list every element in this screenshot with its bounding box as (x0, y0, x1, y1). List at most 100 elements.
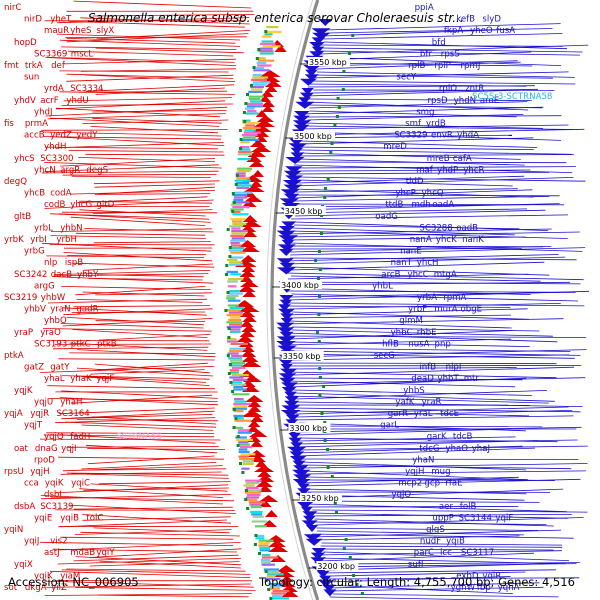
forward-gene-arrow (310, 552, 325, 560)
gene-label-mtr: mtr (464, 374, 480, 384)
reverse-gene-arrow (268, 545, 289, 552)
reverse-leader-line (71, 175, 211, 178)
marker-dot (269, 597, 273, 600)
gene-label-ispB: ispB (65, 258, 83, 268)
feature-block (232, 194, 248, 197)
scale-tick-background (316, 561, 359, 570)
forward-gene-arrow (276, 341, 296, 348)
reverse-leader-line (61, 569, 251, 575)
feature-block (238, 148, 251, 151)
forward-gene-arrow (311, 46, 325, 54)
forward-gene-arrow (288, 437, 303, 445)
gene-label-yhaK: yhaK (70, 374, 92, 384)
reverse-leader-line (97, 362, 208, 371)
gene-label-yraR: yraR (422, 397, 442, 407)
gene-label-gltB: gltB (14, 212, 31, 222)
feature-block (233, 410, 244, 413)
marker-dot (225, 264, 229, 267)
reverse-leader-line (80, 531, 240, 537)
feature-block (253, 66, 264, 69)
gene-label-nirD: nirD (24, 15, 42, 25)
feature-block (246, 494, 261, 497)
reverse-leader-line (61, 46, 237, 50)
reverse-leader-line (74, 529, 232, 535)
gene-label-yhdA: yhdA (457, 131, 479, 141)
feature-block (226, 314, 243, 317)
gene-label-yqiK: yqiK (34, 571, 53, 581)
reverse-leader-line (75, 286, 206, 296)
reverse-gene-arrow (257, 115, 274, 122)
forward-gene-arrow (303, 515, 316, 523)
gene-label-fkpA: fkpA (444, 26, 463, 36)
marker-dot (238, 129, 242, 132)
feature-block (242, 126, 261, 129)
gene-label-yhcH: yhcH (417, 258, 439, 268)
reverse-gene-arrow (257, 470, 272, 477)
reverse-leader-line (58, 456, 224, 460)
gene-label-yraO: yraO (40, 328, 61, 338)
reverse-leader-line (54, 484, 229, 494)
feature-block (262, 35, 272, 38)
gene-label-oadG: oadG (375, 212, 398, 222)
gene-label-yghW: yghW (451, 583, 476, 593)
gene-label-yhcN: yhcN (34, 165, 56, 175)
forward-leader-line (300, 137, 534, 145)
gene-label-cca: cca (24, 479, 39, 489)
reverse-gene-arrow (250, 180, 263, 187)
forward-leader-line (285, 245, 544, 248)
gene-label-degQ: degQ (4, 177, 27, 187)
scale-tick-label: 3500 kbp (294, 132, 332, 141)
reverse-leader-line (66, 446, 219, 448)
marker-dot (228, 246, 232, 249)
gene-label-argG: argG (34, 281, 55, 291)
feature-block (228, 311, 243, 314)
forward-gene-arrow (305, 525, 319, 532)
gene-label-sufI: sufI (408, 560, 423, 570)
feature-block (259, 52, 274, 55)
feature-block (233, 405, 247, 408)
forward-leader-line (311, 88, 539, 94)
forward-leader-line (288, 290, 590, 301)
forward-gene-arrow (284, 396, 300, 404)
reverse-gene-arrow (243, 185, 265, 192)
gene-label-bfr: bfr (420, 49, 432, 59)
feature-block (244, 491, 261, 494)
forward-leader-line (318, 50, 580, 56)
feature-block (227, 338, 237, 341)
feature-block (230, 256, 244, 259)
feature-block (236, 177, 250, 180)
forward-leader-line (301, 106, 544, 115)
gene-label-garR: garR (388, 409, 408, 419)
gene-label-glgS: glgS (426, 525, 445, 535)
gene-label-SC3242: SC3242 (14, 270, 47, 280)
forward-leader-line (290, 203, 560, 211)
forward-leader-line (294, 392, 555, 402)
forward-gene-arrow (293, 465, 309, 473)
forward-leader-line (301, 140, 538, 148)
feature-block (253, 69, 270, 72)
gene-label-aer: aer (439, 502, 454, 512)
reverse-leader-line (85, 84, 235, 92)
forward-gene-arrow (312, 32, 331, 40)
marker-dot (318, 268, 322, 271)
feature-block (261, 563, 275, 566)
feature-block (231, 230, 248, 233)
feature-block (241, 467, 250, 470)
reverse-leader-line (61, 390, 218, 399)
forward-leader-line (296, 445, 523, 454)
reverse-leader-line (52, 346, 209, 350)
forward-leader-line (297, 425, 543, 428)
gene-label-yhaO: yhaO (446, 444, 469, 454)
gene-label-yrdB: yrdB (426, 119, 446, 129)
reverse-leader-line (47, 298, 208, 304)
feature-block (237, 429, 250, 432)
feature-block (229, 330, 241, 333)
marker-dot (232, 408, 236, 411)
reverse-gene-arrow (240, 320, 254, 327)
feature-block (251, 513, 263, 516)
forward-leader-line (293, 426, 582, 433)
gene-label-yhcK: yhcK (436, 235, 457, 245)
gene-label-nlp: nlp (44, 258, 57, 268)
marker-dot (232, 426, 236, 429)
forward-gene-arrow (292, 120, 312, 128)
